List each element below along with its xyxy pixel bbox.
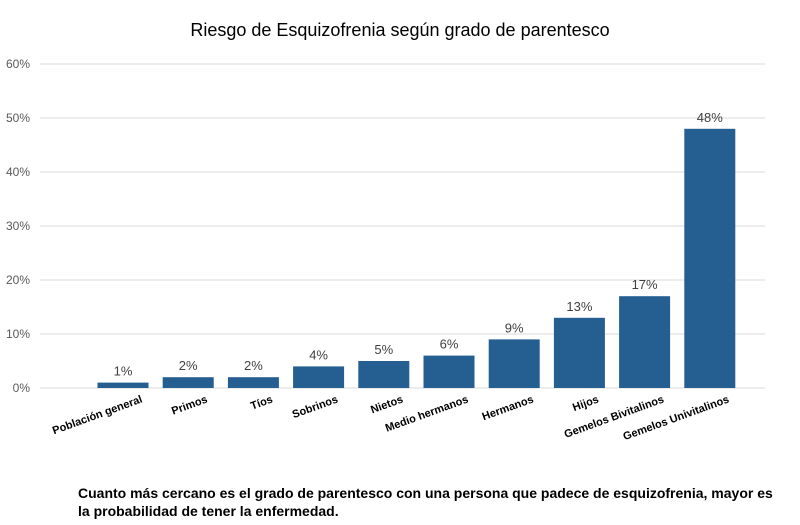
- y-tick-label: 40%: [6, 165, 30, 179]
- bar: [553, 317, 605, 388]
- bar: [684, 128, 736, 389]
- x-tick-label: Primos: [170, 394, 209, 418]
- bar: [227, 377, 279, 388]
- data-label: 1%: [114, 364, 133, 379]
- bars: [97, 128, 736, 389]
- y-tick-label: 50%: [6, 111, 30, 125]
- bar: [619, 296, 671, 388]
- bar: [162, 377, 214, 388]
- bar-chart: 0% 10% 20% 30% 40% 50% 60% 1% 2% 2% 4% 5% 6% 9% 13% 17…: [6, 57, 765, 444]
- x-tick-label: Hijos: [571, 394, 600, 414]
- data-label: 13%: [566, 299, 592, 314]
- x-tick-label: Gemelos Univitalinos: [622, 394, 731, 444]
- y-tick-label: 10%: [6, 327, 30, 341]
- chart-title: Riesgo de Esquizofrenia según grado de p…: [190, 20, 610, 40]
- bar: [358, 361, 410, 388]
- y-tick-label: 20%: [6, 273, 30, 287]
- chart-caption: Cuanto más cercano es el grado de parent…: [78, 485, 773, 519]
- data-label: 9%: [505, 320, 524, 335]
- x-tick-label: Hermanos: [481, 394, 536, 424]
- y-tick-label: 60%: [6, 57, 30, 71]
- data-label: 6%: [440, 337, 459, 352]
- data-label: 2%: [179, 358, 198, 373]
- x-tick-label: Nietos: [369, 394, 405, 417]
- data-labels: 1% 2% 2% 4% 5% 6% 9% 13% 17% 48%: [114, 110, 724, 379]
- x-tick-label: Población general: [51, 394, 144, 438]
- y-tick-label: 0%: [13, 381, 31, 395]
- bar: [293, 366, 345, 388]
- y-axis-ticks: 0% 10% 20% 30% 40% 50% 60%: [6, 57, 30, 395]
- x-tick-label: Sobrinos: [291, 394, 340, 422]
- x-axis-ticks: Población general Primos Tíos Sobrinos Nieto…: [51, 394, 731, 444]
- data-label: 2%: [244, 358, 263, 373]
- bar: [423, 355, 475, 388]
- y-tick-label: 30%: [6, 219, 30, 233]
- x-tick-label: Tíos: [249, 394, 274, 413]
- bar: [488, 339, 540, 388]
- data-label: 48%: [697, 110, 723, 125]
- data-label: 4%: [309, 347, 328, 362]
- data-label: 5%: [374, 342, 393, 357]
- data-label: 17%: [632, 277, 658, 292]
- bar: [97, 382, 149, 388]
